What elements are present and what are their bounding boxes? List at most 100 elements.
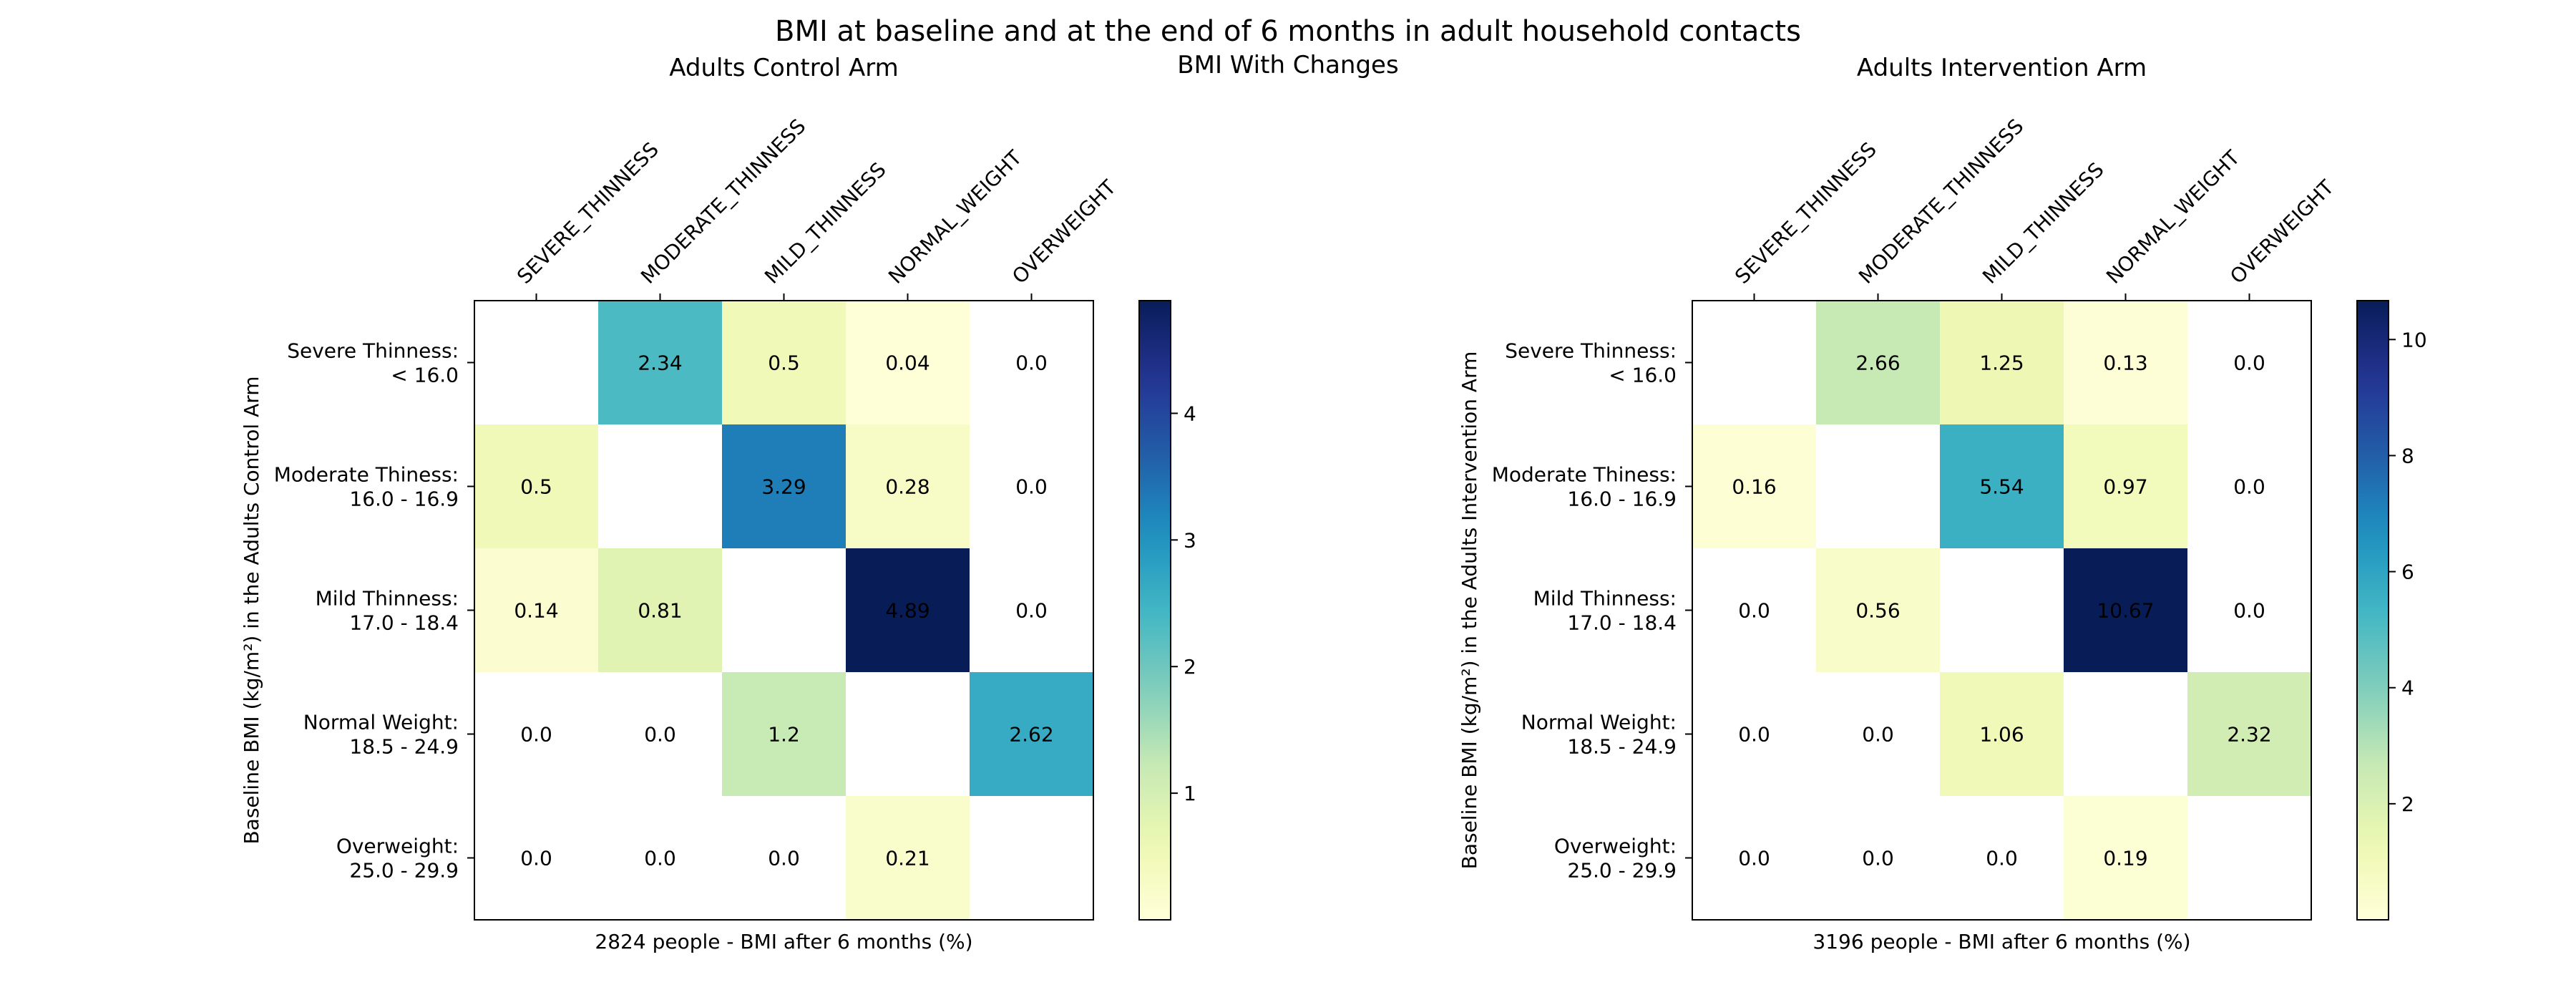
colorbar: [2356, 300, 2389, 921]
heatmap-cell: [2187, 796, 2311, 920]
cell-value-label: 0.0: [2233, 475, 2265, 499]
y-tick-label: 25.0 - 29.9: [1567, 859, 1677, 883]
panel-title: Adults Intervention Arm: [1857, 54, 2147, 82]
y-tick-label: Moderate Thiness:: [1492, 463, 1677, 487]
cell-value-label: 0.0: [1862, 723, 1894, 747]
heatmap-cell: [1692, 672, 1816, 796]
heatmap-cell: [598, 424, 722, 548]
heatmap-cell: [970, 548, 1093, 672]
cell-value-label: 0.56: [1855, 599, 1900, 623]
heatmap-cell: [1940, 548, 2064, 672]
heatmap-cell: [1940, 424, 2064, 548]
cell-value-label: 0.04: [885, 351, 930, 375]
cell-value-label: 0.0: [2233, 599, 2265, 623]
heatmap-cell: [970, 424, 1093, 548]
heatmap-cell: [1692, 548, 1816, 672]
y-tick-label: Overweight:: [336, 835, 459, 858]
cell-value-label: 0.0: [1986, 847, 2018, 870]
figure-subtitle: BMI With Changes: [1177, 51, 1398, 79]
y-tick-label: 18.5 - 24.9: [1567, 735, 1677, 759]
heatmap-cell: [2187, 672, 2311, 796]
cell-value-label: 0.0: [1738, 599, 1770, 623]
heatmap-cell: [1692, 301, 1816, 424]
cell-value-label: 0.19: [2103, 847, 2147, 870]
heatmap-cell: [846, 796, 970, 920]
heatmap-cell: [2064, 548, 2187, 672]
cell-value-label: 0.0: [1015, 351, 1048, 375]
x-tick-label: NORMAL_WEIGHT: [2102, 145, 2245, 288]
colorbar-tick-label: 1: [1184, 782, 1196, 805]
y-tick-label: Severe Thinness:: [287, 339, 459, 363]
y-tick-label: Normal Weight:: [1521, 711, 1677, 734]
heatmap-cell: [1940, 672, 2064, 796]
heatmap-cell: [474, 301, 598, 424]
heatmap-cell: [722, 548, 846, 672]
cell-value-label: 0.0: [520, 847, 552, 870]
heatmap-cell: [970, 301, 1093, 424]
cell-value-label: 0.0: [1015, 475, 1048, 499]
heatmap-cell: [846, 672, 970, 796]
y-tick-label: Mild Thinness:: [1533, 587, 1677, 611]
heatmap-cell: [722, 424, 846, 548]
colorbar-tick-label: 2: [1184, 655, 1196, 679]
heatmap-cell: [2187, 548, 2311, 672]
heatmap-cell: [2064, 424, 2187, 548]
cell-value-label: 0.0: [768, 847, 800, 870]
heatmap-cell: [598, 796, 722, 920]
heatmap-cell: [598, 672, 722, 796]
heatmap-cell: [1816, 301, 1940, 424]
heatmap-cell: [846, 424, 970, 548]
colorbar-tick-label: 6: [2401, 560, 2414, 584]
heatmap-cell: [598, 548, 722, 672]
heatmap-cell: [970, 672, 1093, 796]
y-tick-label: 18.5 - 24.9: [349, 735, 459, 759]
heatmap-cell: [722, 796, 846, 920]
panel-title: Adults Control Arm: [669, 54, 899, 82]
cell-value-label: 0.0: [1738, 847, 1770, 870]
cell-value-label: 0.28: [885, 475, 930, 499]
y-tick-label: Moderate Thiness:: [274, 463, 459, 487]
cell-value-label: 0.16: [1732, 475, 1776, 499]
x-axis-label: 3196 people - BMI after 6 months (%): [1813, 930, 2190, 953]
heatmap-cell: [474, 672, 598, 796]
x-tick-label: SEVERE_THINNESS: [512, 137, 663, 288]
heatmap-cell: [2064, 301, 2187, 424]
cell-value-label: 2.34: [638, 351, 682, 375]
colorbar-tick-label: 4: [2401, 676, 2414, 700]
heatmap-cell: [474, 424, 598, 548]
cell-value-label: 0.0: [644, 723, 676, 747]
cell-value-label: 2.66: [1855, 351, 1900, 375]
colorbar-tick-label: 2: [2401, 792, 2414, 816]
cell-value-label: 2.62: [1009, 723, 1053, 747]
y-tick-label: Severe Thinness:: [1505, 339, 1677, 363]
cell-value-label: 5.54: [1979, 475, 2024, 499]
cell-value-label: 0.97: [2103, 475, 2147, 499]
cell-value-label: 0.0: [644, 847, 676, 870]
heatmap-cell: [2064, 796, 2187, 920]
cell-value-label: 0.0: [1015, 599, 1048, 623]
x-tick-label: OVERWEIGHT: [2225, 175, 2338, 288]
cell-value-label: 0.21: [885, 847, 930, 870]
heatmap-cell: [970, 796, 1093, 920]
cell-value-label: 0.14: [514, 599, 558, 623]
heatmap-cell: [1816, 796, 1940, 920]
heatmap-cell: [722, 672, 846, 796]
colorbar: [1138, 300, 1171, 921]
y-tick-label: Mild Thinness:: [316, 587, 459, 611]
colorbar-tick-label: 8: [2401, 444, 2414, 467]
y-tick-label: < 16.0: [1609, 364, 1677, 387]
cell-value-label: 0.81: [638, 599, 682, 623]
heatmap-cell: [2064, 672, 2187, 796]
cell-value-label: 1.25: [1979, 351, 2024, 375]
figure-title: BMI at baseline and at the end of 6 mont…: [775, 15, 1801, 48]
colorbar-tick-label: 3: [1184, 528, 1196, 552]
y-axis-label: Baseline BMI (kg/m²) in the Adults Inter…: [1458, 351, 1481, 870]
x-tick-label: NORMAL_WEIGHT: [884, 145, 1027, 288]
heatmap-cell: [1816, 548, 1940, 672]
cell-value-label: 1.06: [1979, 723, 2024, 747]
cell-value-label: 3.29: [761, 475, 806, 499]
cell-value-label: 4.89: [885, 599, 930, 623]
y-tick-label: 17.0 - 18.4: [349, 611, 459, 635]
